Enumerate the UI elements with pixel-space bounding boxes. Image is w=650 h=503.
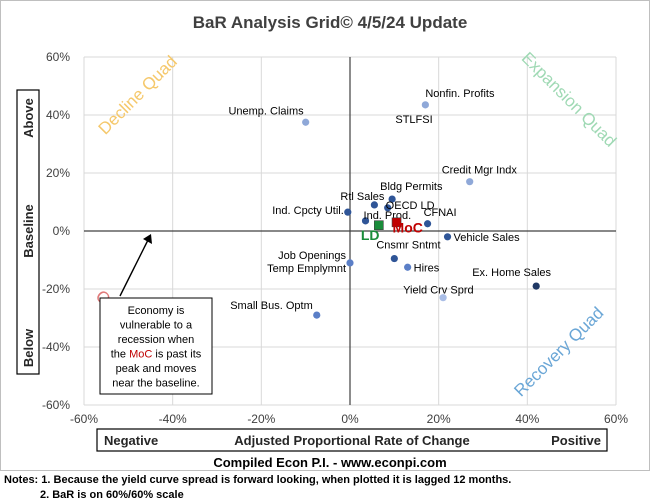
point-label: Job Openings (278, 250, 346, 262)
y-tick-label: -60% (42, 398, 70, 412)
data-point (443, 233, 452, 241)
marker-moc (391, 217, 402, 228)
x-tick-label: 40% (515, 412, 539, 426)
annotation-arrow (119, 237, 150, 297)
x-tick-label: 60% (604, 412, 628, 426)
point-label: CFNAI (424, 207, 457, 219)
point-label: Yield Crv Sprd (403, 285, 474, 297)
point-label: Small Bus. Optm (230, 300, 313, 312)
y-tick-label: 0% (53, 224, 71, 238)
data-point (302, 118, 310, 126)
point-label: Vehicle Sales (454, 232, 521, 244)
data-point (390, 254, 398, 263)
axes: -60% -40% -20% 0% 20% 40% 60% 60% 40% 20% 0% -20% -4… (42, 50, 628, 426)
annotation: Economy is vulnerable to a recession when t… (99, 234, 213, 395)
annotation-arrowhead (143, 234, 152, 244)
x-axis-label-box (96, 428, 608, 452)
data-point (466, 178, 474, 186)
x-tick-label: -20% (247, 412, 275, 426)
point-label: Bldg Permits (380, 181, 443, 193)
chart-title: BaR Analysis Grid© 4/5/24 Update (193, 13, 468, 32)
point-label: Cnsmr Sntmt (376, 240, 440, 252)
point-label-temp-emplymnt: Temp Emplymnt (267, 263, 346, 275)
footer-note-1: Notes: 1. Because the yield curve spread… (4, 474, 511, 486)
footer-note-2: 2. BaR is on 60%/60% scale (40, 489, 184, 501)
data-point (346, 259, 354, 267)
data-point (361, 217, 370, 225)
x-tick-label: 20% (427, 412, 451, 426)
x-tick-label: -40% (159, 412, 187, 426)
point-label: Rtl Sales (340, 191, 385, 203)
data-point (423, 220, 432, 228)
data-point (370, 201, 378, 209)
y-tick-label: 20% (46, 166, 70, 180)
annotation-box (99, 297, 213, 395)
data-point (313, 311, 321, 319)
annotation-line: the MoC is past its (111, 349, 202, 361)
point-label: Hires (414, 262, 440, 274)
x-label-negative: Negative (104, 433, 158, 448)
data-point (532, 282, 540, 290)
data-point (404, 263, 412, 271)
marker-ld (374, 220, 384, 230)
y-axis-label-box (16, 89, 40, 375)
data-point (344, 208, 352, 216)
annotation-line: peak and moves (116, 363, 197, 375)
annotation-line: Economy is (128, 305, 185, 317)
point-label: OECD LD (386, 200, 435, 212)
marker-label: MoC (393, 219, 423, 235)
data-point (439, 294, 447, 302)
x-label-positive: Positive (551, 433, 601, 448)
source-credit: Compiled Econ P.I. - www.econpi.com (213, 455, 446, 470)
point-label: Unemp. Claims (228, 105, 304, 117)
annotation-line: near the baseline. (112, 378, 199, 390)
x-axis-title: Adjusted Proportional Rate of Change (234, 433, 469, 448)
point-label-stlfsi: STLFSI (395, 114, 432, 126)
annotation-line: vulnerable to a (120, 320, 193, 332)
y-tick-label: 60% (46, 50, 70, 64)
y-tick-label: 40% (46, 108, 70, 122)
y-tick-label: -20% (42, 282, 70, 296)
annotation-line: recession when (118, 334, 194, 346)
data-point (384, 204, 392, 212)
y-tick-label: -40% (42, 340, 70, 354)
y-label-below: Below (21, 328, 36, 367)
data-point (421, 101, 429, 109)
point-label: Ind. Cpcty Util. (272, 205, 344, 217)
point-label: Ex. Home Sales (472, 267, 551, 279)
y-label-baseline: Baseline (21, 204, 36, 257)
point-label: Nonfin. Profits (425, 88, 495, 100)
point-label: Credit Mgr Indx (442, 165, 518, 177)
data-points: Nonfin. Profits Unemp. Claims Credit Mgr I… (228, 88, 552, 319)
marker-label: LD (361, 227, 380, 243)
x-tick-label: -60% (70, 412, 98, 426)
x-tick-label: 0% (341, 412, 359, 426)
data-point (388, 195, 396, 203)
y-label-above: Above (21, 98, 36, 138)
